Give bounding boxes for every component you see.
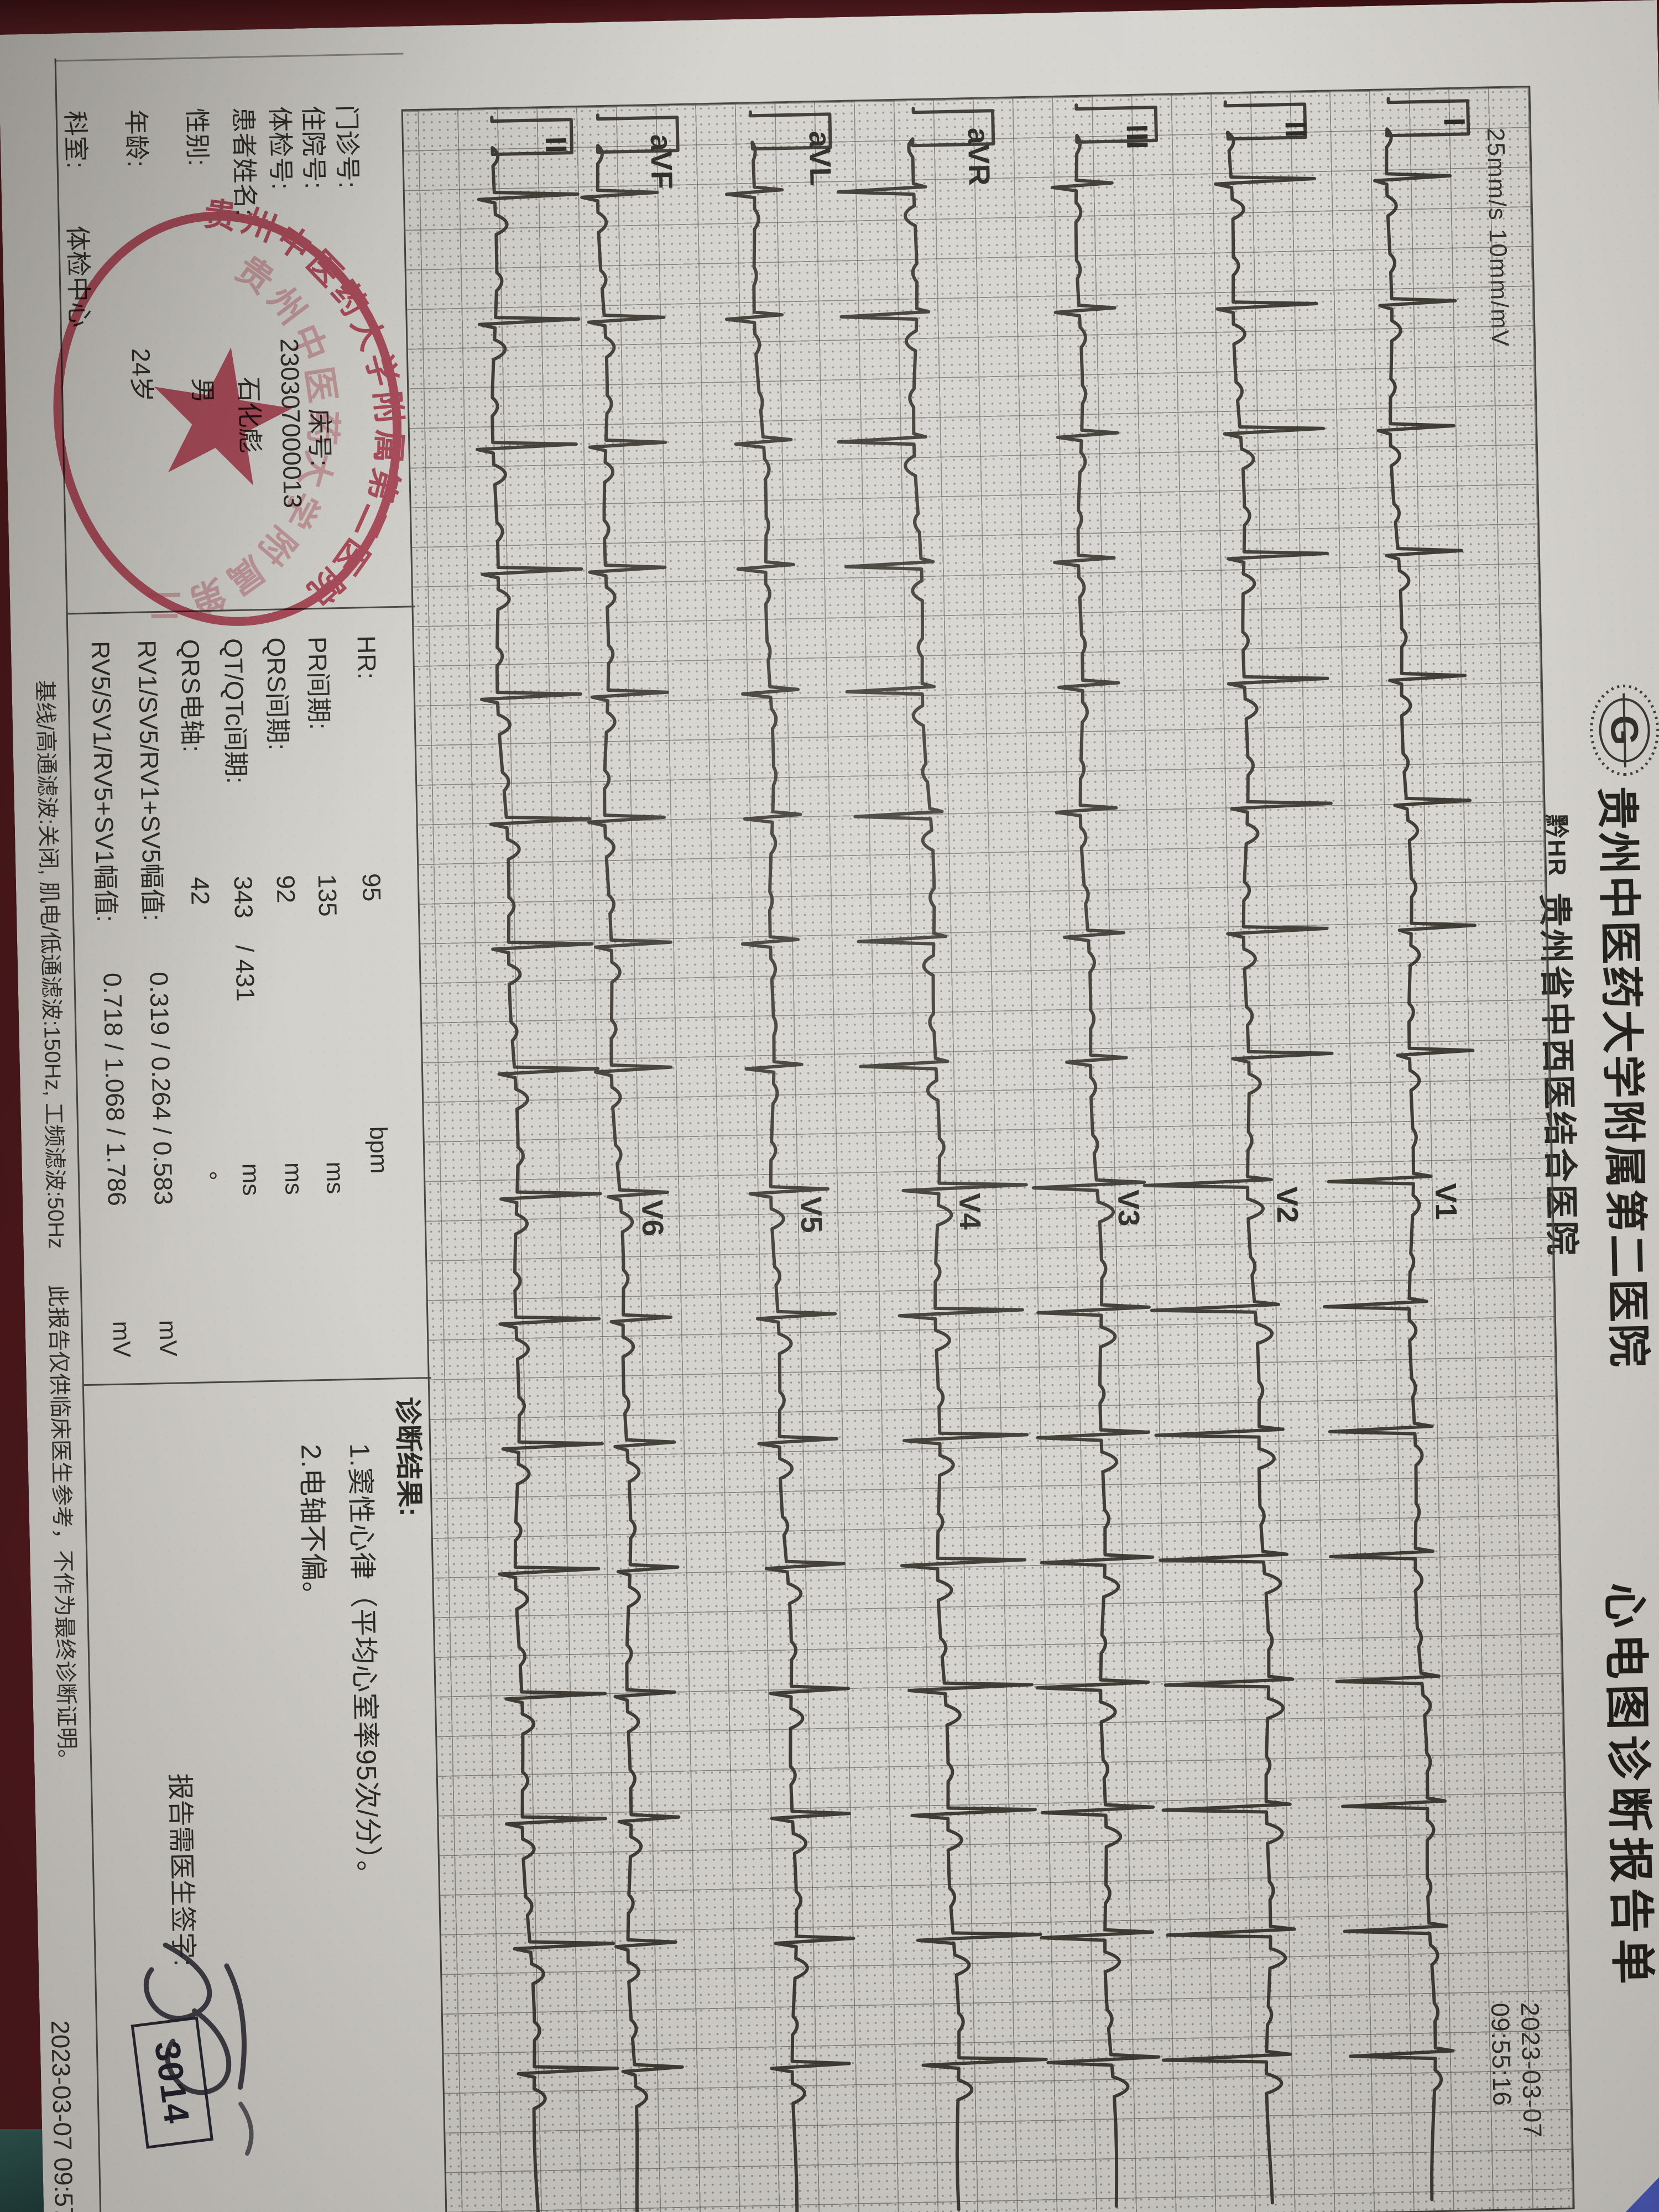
measurement-unit: ms <box>321 1161 349 1194</box>
diagnosis-label: 诊断结果: <box>392 1396 425 1517</box>
diagnosis-item: 2.电轴不偏。 <box>295 1443 330 1610</box>
report-title: 心电图诊断报告单 <box>1598 1582 1658 1990</box>
lead-label-II: II <box>539 136 573 154</box>
measurement-value: 0.319 / 0.264 / 0.583 <box>144 971 179 1206</box>
doctor-signature <box>93 1921 265 2212</box>
lead-label-aVR: aVR <box>961 127 996 186</box>
ecg-traces <box>403 87 1573 2212</box>
measurement-unit: ms <box>237 1163 265 1196</box>
seal-star-icon: ★ <box>111 322 338 517</box>
ecg-trace-row-5 <box>722 110 874 2212</box>
measurement-value: 42 <box>185 876 215 906</box>
measurement-value: 92 <box>271 874 301 904</box>
lead-label-aVL: aVL <box>802 131 837 186</box>
ecg-trace-row-1 <box>1299 97 1511 2201</box>
lead-label-aVF: aVF <box>644 134 679 190</box>
lead-label-V3: V3 <box>1111 1189 1146 1227</box>
measurement-value: 135 <box>312 874 343 917</box>
measurement-value: 0.718 / 1.068 / 1.786 <box>98 972 132 1207</box>
lead-label-V6: V6 <box>635 1199 670 1237</box>
ecg-trace-row-2 <box>1122 100 1362 2205</box>
lead-label-I: I <box>1437 117 1471 127</box>
ecg-grid: I V1 II V2 III V3 aVR V4 aVL V5 aVF V6 II <box>401 86 1575 2212</box>
ecg-trace-row-7 <box>469 116 622 2212</box>
measurement-unit: ° <box>194 1170 222 1181</box>
diagnosis-item: 1.窦性心律（平均心室率95次/分）。 <box>344 1443 384 1889</box>
filter-settings: 基线/高通滤波:关闭, 肌电/低通滤波:150Hz, 工频滤波:50Hz <box>32 679 69 1249</box>
hospital-logo-icon: G <box>1586 681 1659 779</box>
lead-label-V4: V4 <box>952 1192 987 1230</box>
report-disclaimer: 此报告仅供临床医生参考，不作为最终诊断证明。 <box>45 1284 80 1772</box>
ecg-trace-row-3 <box>1003 103 1199 2208</box>
measurement-value: 95 <box>357 873 387 902</box>
hospital-name: 贵州中医药大学附属第二医院 <box>1592 785 1653 1369</box>
measurement-unit: ms <box>279 1162 307 1196</box>
measurement-unit: mV <box>107 1321 135 1358</box>
lead-label-V5: V5 <box>794 1196 828 1234</box>
lead-label-III: III <box>1120 124 1154 150</box>
measurement-value: 343 <box>228 875 259 919</box>
measurement-value-secondary: / 431 <box>230 945 260 1002</box>
table-border <box>56 53 404 61</box>
measurement-unit: bpm <box>364 1126 393 1174</box>
ecg-trace-row-4 <box>832 107 1050 2211</box>
ecg-trace-row-6 <box>574 113 721 2212</box>
lead-label-V1: V1 <box>1428 1182 1463 1220</box>
lead-label-II: II <box>1279 121 1313 138</box>
hospital-seal: 贵州中医药大学附属第二医院 ★ 贵州中医药大学附属第二医院 <box>6 152 454 686</box>
lead-label-V2: V2 <box>1270 1186 1305 1224</box>
print-datetime: 2023-03-07 09:57 <box>45 2020 79 2212</box>
table-separator <box>84 1377 431 1386</box>
measurement-unit: mV <box>154 1319 182 1357</box>
